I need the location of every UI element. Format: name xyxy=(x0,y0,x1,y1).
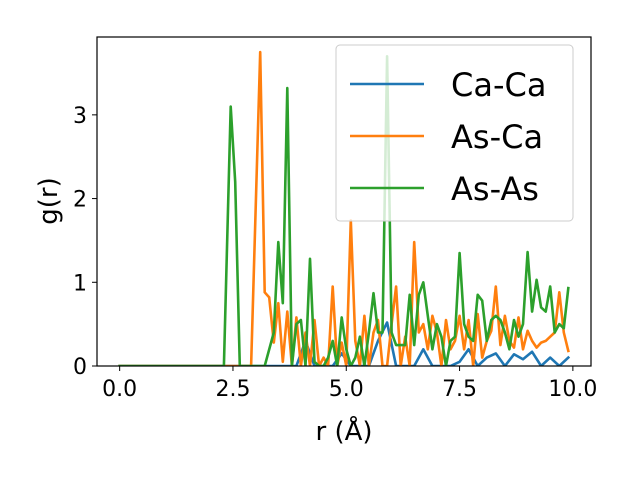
x-tick-label: 2.5 xyxy=(215,377,250,402)
y-axis: 0 1 2 3 xyxy=(73,104,97,380)
y-tick-label: 1 xyxy=(73,271,87,296)
series-line-ca-ca xyxy=(118,321,571,366)
series-line-as-as xyxy=(118,54,570,366)
legend-label-as-ca: As-Ca xyxy=(451,118,543,156)
x-tick-label: 5.0 xyxy=(329,377,364,402)
x-tick-label: 0.0 xyxy=(102,377,137,402)
legend-box xyxy=(335,44,574,222)
y-tick-label: 2 xyxy=(73,188,87,213)
y-tick-label: 3 xyxy=(73,104,87,129)
x-tick-label: 10.0 xyxy=(548,377,597,402)
legend-label-as-as: As-As xyxy=(451,170,539,208)
x-axis: 0.0 2.5 5.0 7.5 10.0 xyxy=(102,366,597,402)
y-tick-label: 0 xyxy=(73,355,87,380)
series-layer xyxy=(118,50,571,366)
plot-frame xyxy=(96,36,592,367)
legend-label-ca-ca: Ca-Ca xyxy=(451,66,546,104)
y-axis-label: g(r) xyxy=(34,177,64,224)
legend: Ca-Ca As-Ca As-As xyxy=(335,44,574,222)
legend-items: Ca-Ca As-Ca As-As xyxy=(350,66,546,208)
x-axis-label: r (Å) xyxy=(315,415,372,447)
x-tick-label: 7.5 xyxy=(442,377,477,402)
